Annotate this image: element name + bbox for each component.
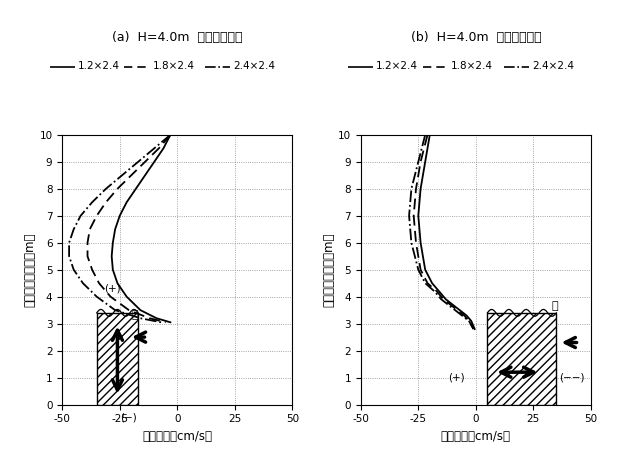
Text: 波: 波	[552, 301, 559, 311]
Text: (b)  H=4.0m  岸沖方向流速: (b) H=4.0m 岸沖方向流速	[411, 31, 541, 44]
X-axis label: 平均流速（cm/s）: 平均流速（cm/s）	[441, 430, 511, 443]
Text: 1.8×2.4: 1.8×2.4	[451, 61, 493, 72]
Text: (+): (+)	[448, 372, 465, 382]
Text: (−): (−)	[119, 413, 136, 423]
Text: (−−): (−−)	[559, 372, 584, 382]
Text: 波: 波	[131, 310, 138, 320]
Text: 1.2×2.4: 1.2×2.4	[78, 61, 120, 72]
Y-axis label: 底面からの高さ（m）: 底面からの高さ（m）	[24, 232, 37, 307]
Text: 1.2×2.4: 1.2×2.4	[376, 61, 419, 72]
Text: 2.4×2.4: 2.4×2.4	[233, 61, 276, 72]
Text: 2.4×2.4: 2.4×2.4	[532, 61, 574, 72]
Text: (a)  H=4.0m  沿岸方向流速: (a) H=4.0m 沿岸方向流速	[112, 31, 243, 44]
Y-axis label: 底面からの高さ（m）: 底面からの高さ（m）	[322, 232, 335, 307]
Text: 1.8×2.4: 1.8×2.4	[152, 61, 195, 72]
X-axis label: 平均流速（cm/s）: 平均流速（cm/s）	[142, 430, 212, 443]
Text: (+): (+)	[104, 283, 120, 293]
Bar	[96, 313, 138, 405]
Bar	[488, 313, 557, 405]
